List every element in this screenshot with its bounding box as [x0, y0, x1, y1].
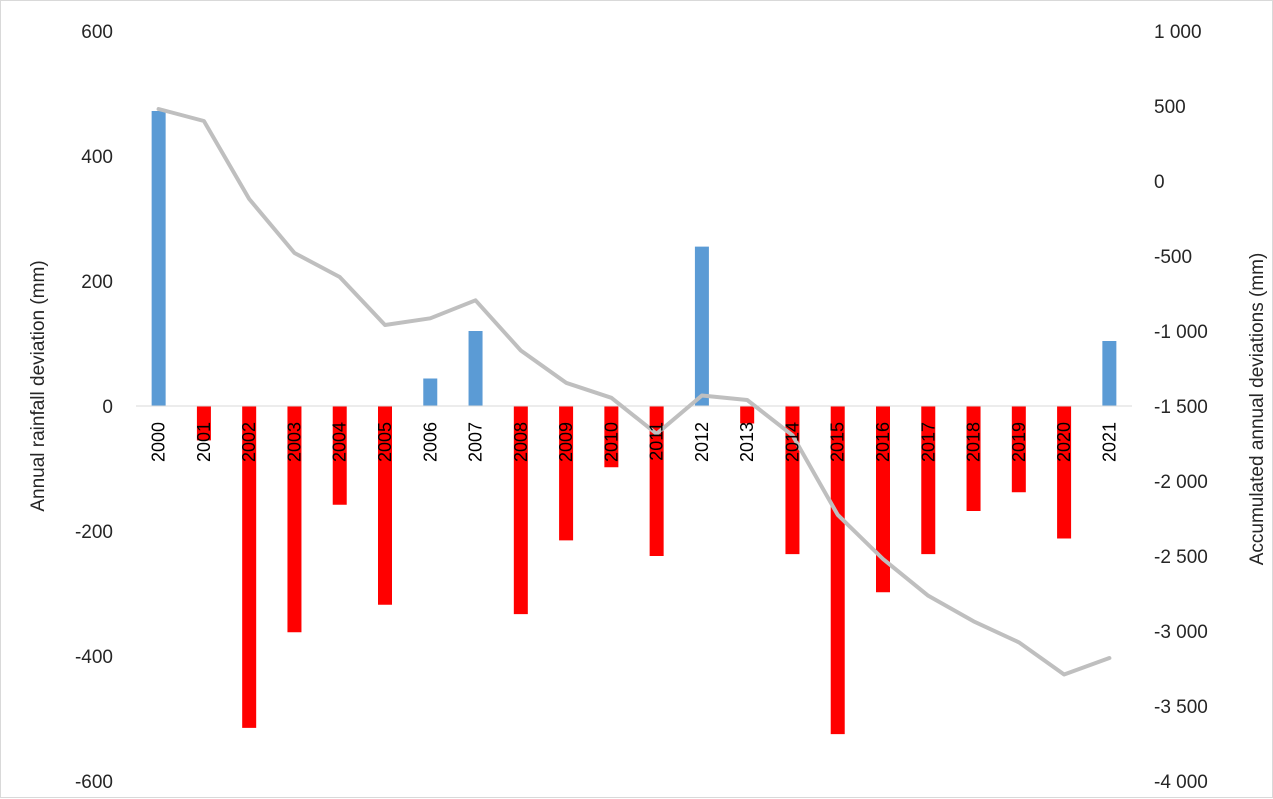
left-tick-label: 200 — [81, 272, 113, 293]
left-tick-label: 0 — [102, 397, 113, 418]
bar-2010 — [604, 406, 619, 468]
bar-2020 — [1057, 406, 1072, 539]
category-label-2007: 2007 — [466, 422, 486, 462]
right-tick-label: 1 000 — [1154, 22, 1202, 43]
category-label-2004: 2004 — [330, 422, 350, 462]
bar-2004 — [332, 406, 347, 505]
bar-2005 — [378, 406, 392, 605]
category-label-2019: 2019 — [1009, 422, 1029, 462]
left-axis-ticks: 600 400 200 0 -200 -400 -600 — [75, 22, 113, 793]
right-tick-label: 0 — [1154, 172, 1165, 193]
category-label-2014: 2014 — [782, 422, 802, 462]
right-tick-label: -3 000 — [1154, 622, 1208, 643]
bar-2006 — [423, 378, 438, 406]
category-label-2018: 2018 — [964, 422, 984, 462]
category-labels: 2000 2001 2002 2003 2004 2005 2006 2007 2008 2009… — [149, 422, 1120, 462]
left-tick-label: -600 — [75, 772, 113, 793]
category-label-2008: 2008 — [511, 422, 531, 462]
bar-2007 — [468, 331, 483, 406]
bar-2003 — [287, 406, 302, 633]
right-axis-ticks: 1 000 500 0 -500 -1 000 -1 500 -2 000 -2 500 -3 … — [1154, 22, 1208, 793]
bar-2008 — [513, 406, 528, 615]
bar-2015 — [830, 406, 845, 735]
bar-2021 — [1102, 341, 1117, 406]
accumulated-deviation-line — [156, 107, 1112, 677]
bar-2013 — [740, 406, 755, 424]
right-tick-label: -2 500 — [1154, 547, 1208, 568]
bar-2017 — [921, 406, 936, 555]
right-tick-label: -2 000 — [1154, 472, 1208, 493]
category-label-2012: 2012 — [692, 422, 712, 462]
category-label-2001: 2001 — [194, 422, 214, 462]
category-label-2010: 2010 — [601, 422, 621, 462]
category-label-2016: 2016 — [873, 422, 893, 462]
category-label-2015: 2015 — [828, 422, 848, 462]
bar-series — [151, 111, 1117, 735]
bar-2012 — [694, 246, 709, 406]
right-tick-label: -4 000 — [1154, 772, 1208, 793]
right-tick-label: -3 500 — [1154, 697, 1208, 718]
left-tick-label: -200 — [75, 522, 113, 543]
category-label-2021: 2021 — [1099, 422, 1119, 462]
category-label-2013: 2013 — [737, 422, 757, 462]
left-tick-label: 400 — [81, 147, 113, 168]
left-tick-label: -400 — [75, 647, 113, 668]
right-tick-label: -1 500 — [1154, 397, 1208, 418]
category-label-2002: 2002 — [239, 422, 259, 462]
bar-2009 — [559, 406, 574, 541]
bar-2018 — [966, 406, 981, 511]
category-label-2011: 2011 — [647, 422, 667, 461]
category-label-2006: 2006 — [420, 422, 440, 462]
bar-2011 — [649, 406, 664, 556]
left-axis-title: Annual rainfall deviation (mm) — [28, 260, 49, 511]
category-label-2009: 2009 — [556, 422, 576, 462]
right-tick-label: -1 000 — [1154, 322, 1208, 343]
category-label-2003: 2003 — [284, 422, 304, 462]
right-tick-label: -500 — [1154, 247, 1192, 268]
category-label-2017: 2017 — [918, 422, 938, 462]
category-label-2000: 2000 — [149, 422, 169, 462]
category-label-2020: 2020 — [1054, 422, 1074, 462]
line-series — [156, 107, 1112, 677]
right-axis-title: Accumulated annual deviations (mm) — [1247, 253, 1268, 566]
bar-2001 — [196, 406, 211, 441]
bar-2000 — [151, 111, 166, 406]
bar-2019 — [1011, 406, 1026, 493]
bar-2016 — [876, 406, 890, 593]
category-label-2005: 2005 — [375, 422, 395, 462]
left-tick-label: 600 — [81, 22, 113, 43]
bar-2002 — [242, 406, 257, 728]
right-tick-label: 500 — [1154, 97, 1186, 118]
